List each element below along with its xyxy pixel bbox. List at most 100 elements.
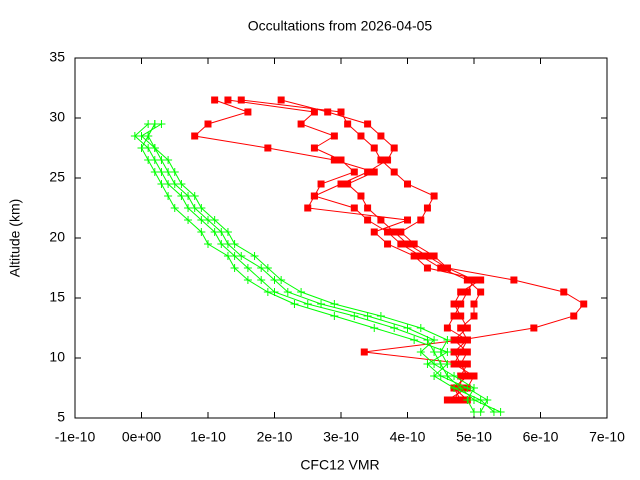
plus-marker <box>470 384 478 392</box>
square-marker <box>410 252 418 260</box>
plus-marker <box>363 312 372 320</box>
square-marker <box>204 120 212 128</box>
square-marker <box>457 372 465 380</box>
plus-marker <box>330 312 339 320</box>
square-marker <box>277 96 285 104</box>
plus-marker <box>223 228 232 236</box>
plus-marker <box>416 324 425 332</box>
square-marker <box>330 156 338 164</box>
square-marker <box>463 348 471 356</box>
y-tick-label: 35 <box>49 49 65 65</box>
square-marker <box>364 120 372 128</box>
square-marker <box>364 168 372 176</box>
square-marker <box>211 96 219 104</box>
plus-marker <box>144 156 153 164</box>
x-tick-label: 4e-10 <box>390 429 426 445</box>
plus-marker <box>150 168 159 176</box>
square-marker <box>324 108 332 116</box>
square-marker <box>443 324 451 332</box>
square-marker <box>237 96 245 104</box>
square-marker <box>377 216 385 224</box>
square-marker <box>450 300 458 308</box>
square-marker <box>477 276 485 284</box>
square-marker <box>457 360 465 368</box>
square-marker <box>397 240 405 248</box>
square-marker <box>370 144 378 152</box>
square-marker <box>264 144 272 152</box>
square-marker <box>470 300 478 308</box>
square-marker <box>463 336 471 344</box>
square-marker <box>457 396 465 404</box>
plus-marker <box>463 396 472 404</box>
plus-marker <box>297 288 306 296</box>
plus-marker <box>170 168 179 176</box>
square-marker <box>370 228 378 236</box>
square-marker <box>390 168 398 176</box>
plus-marker <box>303 300 312 308</box>
plus-marker <box>177 180 186 188</box>
square-marker <box>423 204 431 212</box>
square-marker <box>450 360 458 368</box>
plus-marker <box>450 384 459 392</box>
square-marker <box>463 360 471 368</box>
square-marker <box>443 264 451 272</box>
plus-marker <box>210 216 219 224</box>
plus-marker <box>430 372 439 380</box>
square-marker <box>357 192 365 200</box>
square-marker <box>337 108 345 116</box>
square-marker <box>330 132 338 140</box>
plot-border <box>74 57 608 419</box>
plus-marker <box>410 336 419 344</box>
square-marker <box>377 132 385 140</box>
plus-marker <box>430 360 439 368</box>
x-axis-label: CFC12 VMR <box>300 457 379 473</box>
square-marker <box>370 168 378 176</box>
square-marker <box>350 204 358 212</box>
y-tick-label: 30 <box>49 109 65 125</box>
square-marker <box>350 168 358 176</box>
plus-marker <box>204 240 212 248</box>
square-marker <box>390 228 398 236</box>
plus-marker <box>237 252 246 260</box>
plus-marker <box>230 240 239 248</box>
y-tick-label: 25 <box>49 169 65 185</box>
plus-marker <box>390 324 399 332</box>
square-marker <box>404 216 411 224</box>
square-marker <box>384 240 392 248</box>
square-marker <box>423 252 431 260</box>
square-marker <box>244 108 252 116</box>
square-marker <box>224 96 232 104</box>
plus-marker <box>257 276 266 284</box>
plus-marker <box>443 360 452 368</box>
square-marker <box>443 396 451 404</box>
chart-title: Occultations from 2026-04-05 <box>248 18 433 34</box>
square-marker <box>437 264 445 272</box>
plus-marker <box>164 156 173 164</box>
square-marker <box>450 312 458 320</box>
x-tick-label: 5e-10 <box>456 429 492 445</box>
plus-marker <box>137 144 146 152</box>
square-marker <box>430 192 438 200</box>
plus-marker <box>164 192 173 200</box>
square-marker <box>364 204 372 212</box>
plus-marker <box>277 276 286 284</box>
square-marker <box>450 348 458 356</box>
plus-marker <box>150 144 159 152</box>
plus-marker <box>317 300 326 308</box>
x-tick-label: 3e-10 <box>323 429 359 445</box>
square-marker <box>384 156 392 164</box>
square-marker <box>457 288 465 296</box>
plus-marker <box>430 336 439 344</box>
square-marker <box>580 300 588 308</box>
square-marker <box>310 192 318 200</box>
plus-marker <box>157 180 166 188</box>
square-marker <box>423 264 431 272</box>
square-marker <box>463 324 471 332</box>
plus-marker <box>450 372 459 380</box>
plus-marker <box>144 132 153 140</box>
plus-marker <box>436 348 445 356</box>
plus-marker <box>197 228 206 236</box>
square-marker <box>377 156 385 164</box>
square-marker <box>304 204 312 212</box>
